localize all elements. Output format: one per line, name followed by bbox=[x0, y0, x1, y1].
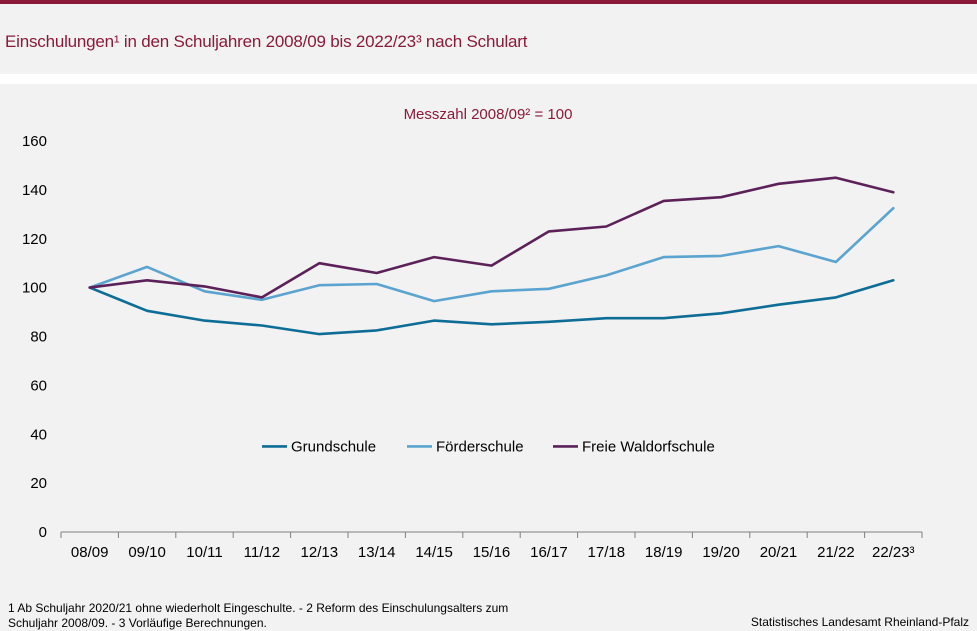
axes: 08/09 09/10 10/11 11/12 12/13 13/14 14/15 15/16… bbox=[22, 133, 923, 561]
y-tick-label: 120 bbox=[22, 231, 47, 248]
x-tick-label: 08/09 bbox=[71, 544, 109, 561]
chart-subtitle: Messzahl 2008/09² = 100 bbox=[404, 106, 573, 123]
chart-area: Messzahl 2008/09² = 100 08/09 09/10 10/11 1… bbox=[0, 84, 977, 604]
x-tick-label: 10/11 bbox=[186, 544, 222, 561]
y-tick-label: 140 bbox=[22, 182, 47, 199]
x-tick-label: 18/19 bbox=[645, 544, 683, 561]
chart-title: Einschulungen¹ in den Schuljahren 2008/0… bbox=[5, 32, 528, 51]
y-tick-label: 100 bbox=[22, 280, 47, 297]
x-tick-label: 12/13 bbox=[301, 544, 339, 561]
top-accent-bar bbox=[0, 0, 977, 4]
legend-label: Förderschule bbox=[436, 438, 524, 455]
x-tick-label: 09/10 bbox=[128, 544, 166, 561]
legend-label: Grundschule bbox=[291, 438, 376, 455]
x-tick-label: 13/14 bbox=[358, 544, 396, 561]
x-tick-label: 20/21 bbox=[760, 544, 798, 561]
x-tick-label: 11/12 bbox=[244, 544, 280, 561]
footnote-line-1: 1 Ab Schuljahr 2020/21 ohne wiederholt E… bbox=[8, 601, 509, 615]
x-tick-label: 14/15 bbox=[415, 544, 453, 561]
footnote-line-2: Schuljahr 2008/09. - 3 Vorläufige Berech… bbox=[8, 616, 267, 630]
x-tick-label: 16/17 bbox=[530, 544, 568, 561]
y-tick-label: 20 bbox=[30, 475, 47, 492]
y-tick-label: 80 bbox=[30, 329, 47, 346]
legend-label: Freie Waldorfschule bbox=[582, 438, 715, 455]
x-tick-label: 22/23³ bbox=[872, 544, 915, 561]
chart-header: Einschulungen¹ in den Schuljahren 2008/0… bbox=[0, 4, 977, 74]
x-tick-label: 15/16 bbox=[473, 544, 511, 561]
x-tick-label: 21/22 bbox=[817, 544, 855, 561]
series-line-3 bbox=[88, 176, 895, 299]
y-tick-label: 0 bbox=[39, 524, 47, 541]
header-divider bbox=[0, 74, 977, 84]
series-line-2 bbox=[88, 206, 895, 303]
series-line-1 bbox=[88, 279, 895, 336]
source-credit: Statistisches Landesamt Rheinland-Pfalz bbox=[750, 615, 969, 629]
series-lines bbox=[88, 176, 895, 336]
y-tick-label: 40 bbox=[30, 426, 47, 443]
line-chart: Messzahl 2008/09² = 100 08/09 09/10 10/11 1… bbox=[22, 106, 923, 561]
footnote: 1 Ab Schuljahr 2020/21 ohne wiederholt E… bbox=[8, 601, 608, 631]
y-tick-label: 60 bbox=[30, 377, 47, 394]
x-tick-label: 17/18 bbox=[588, 544, 626, 561]
legend: Grundschule Förderschule Freie Waldorfschu… bbox=[262, 438, 715, 455]
x-tick-label: 19/20 bbox=[702, 544, 740, 561]
y-tick-label: 160 bbox=[22, 133, 47, 150]
